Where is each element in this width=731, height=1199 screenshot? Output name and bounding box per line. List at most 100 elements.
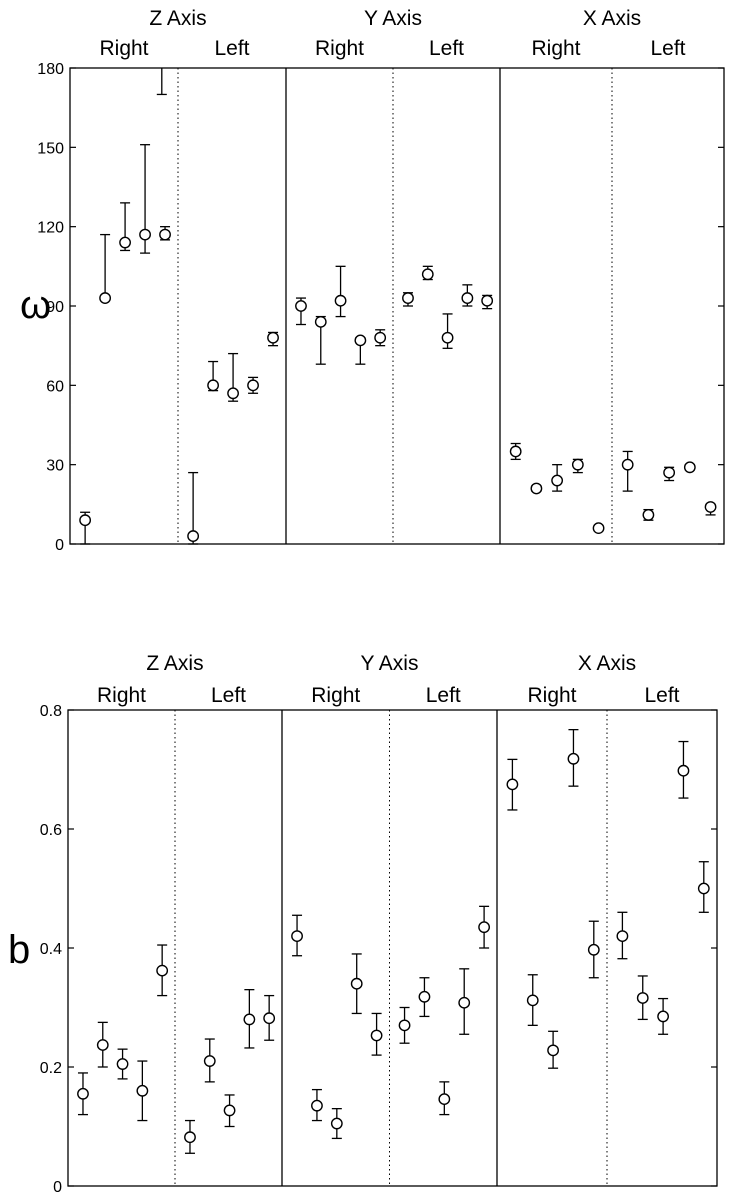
- data-point: [683, 461, 696, 474]
- y-tick-label: 30: [46, 458, 64, 475]
- data-point: [311, 1099, 323, 1112]
- data-point: [551, 474, 564, 487]
- data-point: [441, 331, 454, 344]
- y-tick-label: 0: [55, 537, 64, 554]
- data-point: [587, 943, 600, 956]
- data-point: [203, 1055, 216, 1067]
- data-point: [592, 522, 605, 535]
- data-point: [642, 509, 655, 521]
- data-point: [461, 292, 474, 304]
- data-point: [223, 1104, 236, 1117]
- y-tick-label: 0: [53, 1179, 62, 1196]
- data-point: [243, 1013, 256, 1026]
- data-point: [291, 930, 303, 942]
- data-point: [374, 331, 387, 344]
- data-point: [156, 964, 169, 977]
- data-point: [478, 921, 490, 934]
- data-point: [314, 315, 327, 328]
- plot-frame: [69, 67, 725, 545]
- data-point: [370, 1029, 383, 1042]
- data-point: [663, 466, 676, 479]
- data-point: [481, 294, 494, 307]
- data-point: [227, 387, 239, 400]
- y-tick-label: 90: [46, 299, 64, 316]
- group-label: Left: [644, 684, 679, 707]
- data-point: [438, 1093, 451, 1106]
- data-point: [207, 379, 220, 392]
- data-point: [77, 1087, 89, 1100]
- data-point: [657, 1010, 669, 1023]
- group-label: Right: [311, 684, 360, 707]
- y-tick-label: 60: [46, 378, 64, 395]
- data-point: [402, 292, 414, 304]
- y-tick-label: 0.8: [40, 703, 62, 720]
- data-point: [616, 930, 629, 942]
- group-label: Right: [315, 37, 364, 60]
- data-point: [295, 300, 307, 312]
- data-point: [418, 990, 431, 1003]
- data-point: [636, 992, 649, 1004]
- data-point: [677, 764, 690, 777]
- data-point: [267, 331, 279, 344]
- y-tick-label: 180: [37, 61, 64, 78]
- data-point: [354, 334, 367, 347]
- y-tick-label: 120: [37, 220, 64, 237]
- data-point: [530, 482, 543, 495]
- data-point: [526, 994, 539, 1007]
- group-label: Left: [214, 37, 249, 60]
- data-point: [263, 1012, 276, 1025]
- plot-frame: [67, 709, 718, 1187]
- panel-title: X Axis: [578, 652, 636, 675]
- data-point: [79, 514, 92, 527]
- data-point: [458, 996, 471, 1009]
- data-point: [184, 1131, 196, 1144]
- panel-title: Z Axis: [149, 7, 206, 30]
- group-label: Right: [99, 37, 148, 60]
- group-label: Right: [97, 684, 146, 707]
- data-point: [704, 501, 717, 513]
- data-point: [119, 236, 131, 249]
- data-point: [334, 294, 347, 307]
- panel-title: X Axis: [583, 7, 641, 30]
- data-point: [139, 228, 151, 241]
- y-axis-label: ω: [20, 283, 51, 327]
- data-point: [99, 292, 112, 304]
- group-label: Left: [429, 37, 464, 60]
- data-point: [547, 1044, 559, 1057]
- panel-title: Y Axis: [364, 7, 422, 30]
- data-point: [506, 778, 519, 791]
- data-point: [136, 1084, 149, 1097]
- y-axis-label: b: [8, 928, 30, 972]
- data-point: [421, 268, 434, 281]
- data-point: [159, 228, 171, 241]
- data-point: [509, 445, 522, 458]
- data-point: [187, 530, 200, 542]
- data-point: [330, 1117, 343, 1130]
- y-tick-label: 0.4: [40, 941, 62, 958]
- y-tick-label: 0.2: [40, 1060, 62, 1077]
- panel-title: Y Axis: [361, 652, 419, 675]
- group-label: Left: [211, 684, 246, 707]
- data-point: [697, 882, 710, 895]
- group-label: Left: [426, 684, 461, 707]
- y-tick-label: 0.6: [40, 822, 62, 839]
- data-point: [96, 1039, 109, 1051]
- data-point: [567, 752, 580, 765]
- data-point: [398, 1019, 411, 1032]
- data-point: [621, 458, 634, 471]
- data-point: [247, 379, 259, 392]
- data-point: [350, 977, 363, 990]
- panel-title: Z Axis: [146, 652, 203, 675]
- group-label: Right: [527, 684, 576, 707]
- group-label: Right: [531, 37, 580, 60]
- y-tick-label: 150: [37, 140, 64, 157]
